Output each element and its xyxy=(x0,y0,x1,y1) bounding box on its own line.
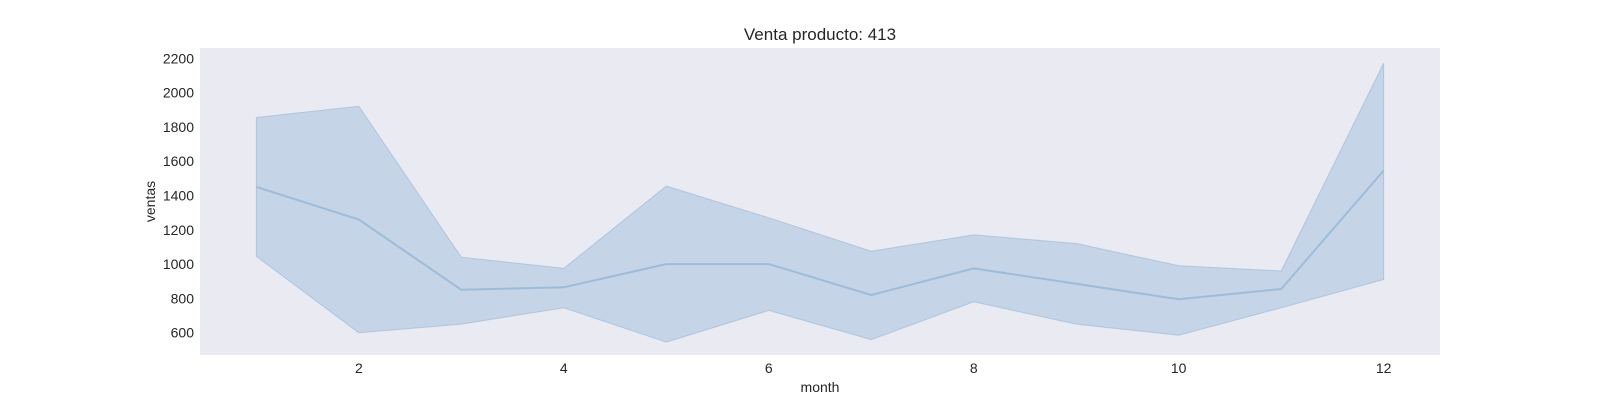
confidence-band-layer xyxy=(255,63,1385,343)
y-axis-label: ventas xyxy=(142,181,158,222)
x-tick-label: 10 xyxy=(1171,360,1187,376)
confidence-band xyxy=(255,63,1385,343)
y-tick-label: 1600 xyxy=(163,153,194,169)
y-tick-label: 1400 xyxy=(163,187,194,203)
x-axis-label: month xyxy=(801,379,840,395)
x-tick-label: 4 xyxy=(560,360,568,376)
y-tick-label: 1800 xyxy=(163,119,194,135)
x-tick-label: 2 xyxy=(355,360,363,376)
y-tick-label: 1200 xyxy=(163,222,194,238)
y-axis-ticks: 600 800 1000 1200 1400 1600 1800 2000 2200 xyxy=(163,50,194,340)
y-tick-label: 2200 xyxy=(163,50,194,66)
y-tick-label: 600 xyxy=(171,325,195,341)
y-tick-label: 800 xyxy=(171,290,195,306)
y-tick-label: 1000 xyxy=(163,256,194,272)
x-tick-label: 12 xyxy=(1376,360,1392,376)
y-tick-label: 2000 xyxy=(163,85,194,101)
series-line xyxy=(256,169,1385,301)
x-tick-label: 6 xyxy=(765,360,773,376)
x-axis-ticks: 2 4 6 8 10 12 xyxy=(355,360,1392,376)
x-tick-label: 8 xyxy=(970,360,978,376)
chart-title: Venta producto: 413 xyxy=(744,25,896,44)
series-line-layer xyxy=(256,169,1385,301)
